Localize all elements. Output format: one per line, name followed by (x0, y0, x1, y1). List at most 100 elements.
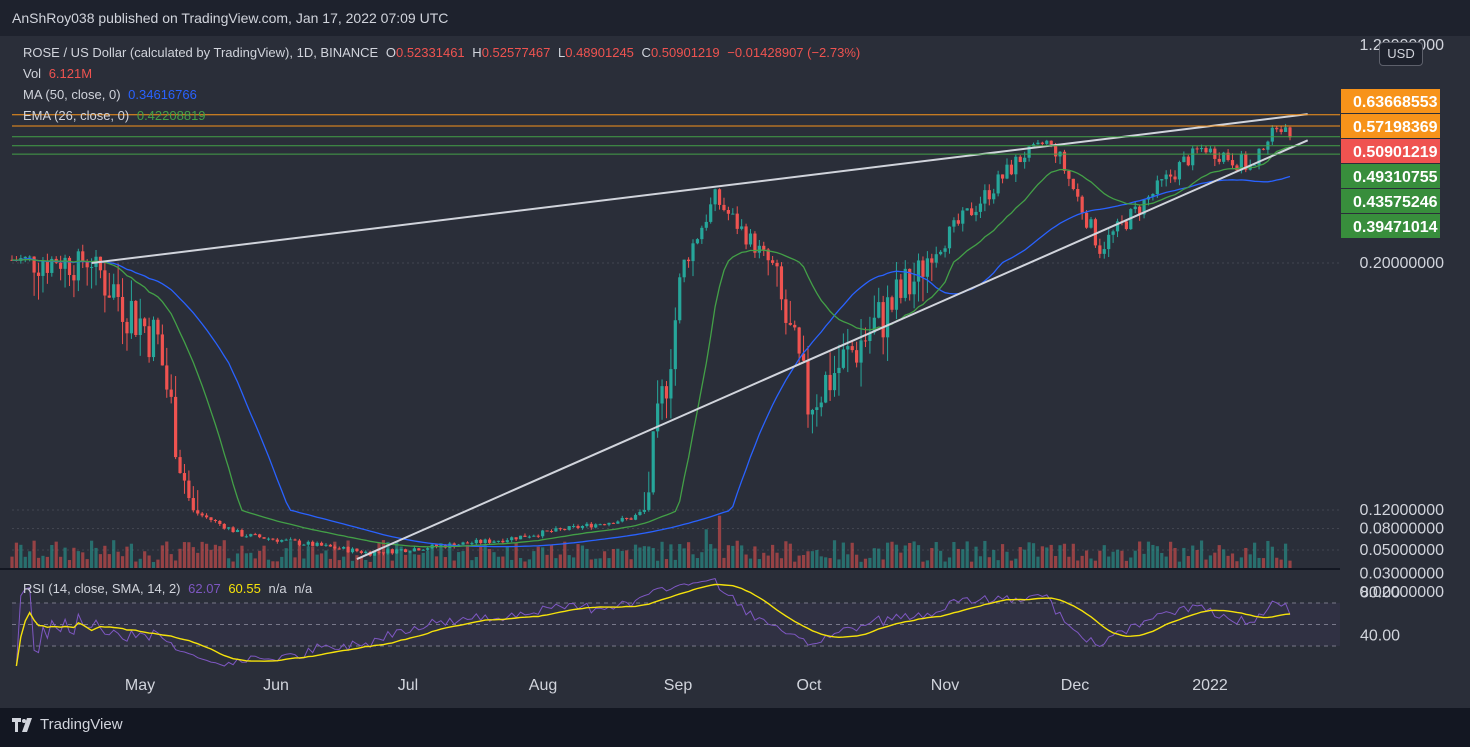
candle-body (523, 535, 527, 537)
candle-body (1115, 221, 1120, 232)
volume-bar (748, 558, 753, 568)
volume-bar (346, 540, 350, 568)
candle-body (1027, 146, 1031, 158)
volume-bar (426, 550, 430, 568)
volume-bar (828, 558, 832, 568)
volume-bar (664, 559, 669, 568)
candle-body (1080, 196, 1084, 213)
volume-bar (554, 558, 558, 568)
candle-body (686, 259, 691, 262)
volume-legend: Vol 6.121M (23, 66, 96, 81)
candle-body (881, 302, 885, 338)
candle-body (1062, 151, 1067, 171)
candle-body (815, 407, 819, 410)
volume-bar (541, 547, 545, 568)
rsi-sma-value: 60.55 (228, 581, 261, 596)
candle-body (28, 256, 32, 258)
volume-bar (112, 540, 116, 568)
volume-bar (191, 547, 195, 568)
candles (10, 123, 1292, 557)
candle-body (23, 256, 27, 259)
volume-bar (116, 551, 120, 568)
volume-bar (390, 560, 394, 568)
volume-bar (656, 560, 660, 568)
candle-body (302, 544, 306, 546)
candle-body (1270, 127, 1274, 142)
candle-body (59, 262, 63, 269)
volume-bar (1000, 544, 1005, 568)
volume-bar (271, 561, 275, 568)
volume-bar (1067, 556, 1071, 568)
volume-bar (1098, 550, 1102, 568)
volume-bar (355, 555, 359, 568)
volume-bar (103, 545, 107, 568)
chart-frame[interactable] (0, 36, 1470, 708)
volume-bar (903, 545, 907, 568)
volume-bar (518, 557, 523, 568)
volume-bar (797, 555, 801, 568)
candle-body (288, 539, 293, 541)
volume-bar (1036, 556, 1040, 568)
volume-bar (1129, 557, 1133, 568)
candle-body (633, 514, 638, 520)
volume-bar (67, 560, 72, 568)
candle-body (903, 268, 907, 298)
price-badge-label: 0.49310755 (1353, 169, 1438, 186)
candle-body (1014, 156, 1018, 175)
candle-body (496, 540, 501, 542)
volume-bar (744, 554, 748, 568)
candle-body (240, 530, 244, 537)
candle-body (824, 374, 828, 403)
candle-body (377, 551, 381, 553)
volume-bar (430, 545, 434, 568)
candle-body (1279, 129, 1283, 132)
candle-body (1111, 231, 1115, 235)
candle-body (483, 539, 487, 544)
candle-body (1239, 153, 1243, 171)
candle-body (638, 511, 642, 515)
candle-body (187, 480, 191, 499)
volume-bar (1089, 558, 1093, 568)
candle-body (408, 551, 412, 553)
candle-body (885, 297, 890, 338)
candle-body (1138, 206, 1142, 215)
volume-bar (337, 560, 341, 568)
candle-body (894, 279, 899, 310)
volume-bar (651, 547, 655, 568)
candle-body (691, 243, 695, 262)
volume-bar (514, 542, 518, 568)
candle-body (1204, 147, 1208, 153)
candle-body (1173, 176, 1177, 180)
candle-body (1217, 158, 1221, 162)
volume-bar (686, 542, 691, 568)
candle-body (748, 233, 753, 245)
candle-body (1155, 180, 1159, 195)
volume-bar (722, 557, 726, 568)
candle-body (863, 340, 868, 342)
volume-bar (894, 544, 899, 568)
candle-body (505, 540, 509, 543)
volume-bar (368, 561, 372, 568)
volume-bar (580, 545, 585, 568)
time-tick-label: 2022 (1192, 677, 1228, 694)
currency-button[interactable]: USD (1379, 42, 1423, 66)
volume-bar (196, 552, 200, 568)
candle-body (1054, 144, 1058, 157)
candle-body (249, 534, 253, 537)
volume-bar (1058, 545, 1062, 568)
candle-body (709, 204, 713, 222)
tradingview-logo[interactable]: TradingView (12, 716, 123, 733)
volume-bar (824, 557, 828, 568)
candle-body (837, 367, 841, 374)
time-axis-bg (0, 668, 1340, 708)
volume-bar (333, 541, 337, 568)
volume-bar (1027, 542, 1031, 568)
candle-body (156, 319, 160, 335)
candle-body (647, 492, 651, 510)
volume-bar (417, 554, 421, 568)
candle-body (280, 540, 284, 542)
volume-bar (1169, 541, 1173, 568)
candle-body (138, 318, 142, 336)
volume-bar (1160, 552, 1164, 568)
price-chart[interactable]: 1.200000000.200000000.120000000.08000000… (0, 0, 1470, 708)
